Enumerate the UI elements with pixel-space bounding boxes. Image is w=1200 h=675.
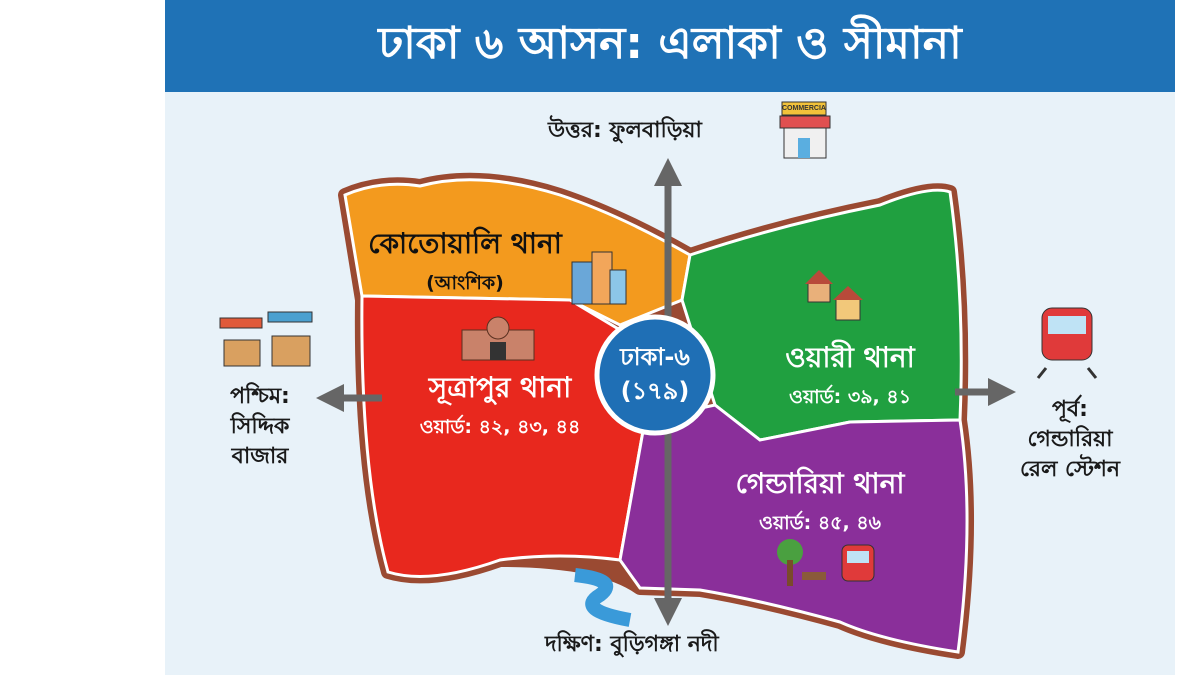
region-gendaria bbox=[618, 403, 969, 654]
boundary-north: উত্তর: ফুলবাড়িয়া bbox=[548, 118, 702, 143]
area-name: গেন্ডারিয়া থানা bbox=[735, 467, 905, 500]
boundary-east-line: পূর্ব: bbox=[1052, 397, 1088, 422]
area-note: (আংশিক) bbox=[426, 272, 504, 294]
region-sutrapur bbox=[360, 294, 647, 578]
shop-icon bbox=[779, 101, 831, 159]
area-wards: ওয়ার্ড: ৪২, ৪৩, ৪৪ bbox=[419, 416, 581, 438]
river-icon bbox=[574, 568, 632, 627]
shop-sign-text: COMMERCIAL bbox=[782, 105, 826, 112]
area-name: সূত্রাপুর থানা bbox=[428, 371, 572, 404]
park-train-icon bbox=[777, 539, 875, 586]
boundary-west: পশ্চিম: সিদ্দিক বাজার bbox=[205, 382, 315, 472]
center-name: ঢাকা-৬ bbox=[620, 343, 690, 371]
boundary-east: পূর্ব: গেন্ডারিয়া রেল স্টেশন bbox=[1000, 395, 1140, 485]
mosque-icon bbox=[461, 316, 535, 361]
center-badge bbox=[594, 314, 716, 436]
area-wards: ওয়ার্ড: ৩৯, ৪১ bbox=[788, 386, 912, 408]
boundary-west-line: বাজার bbox=[231, 444, 289, 469]
market-stall-icon bbox=[219, 311, 313, 367]
area-wards: ওয়ার্ড: ৪৫, ৪৬ bbox=[758, 512, 882, 534]
boundary-west-line: সিদ্দিক bbox=[230, 414, 290, 439]
area-gendaria: গেন্ডারিয়া থানা ওয়ার্ড: ৪৫, ৪৬ bbox=[705, 462, 935, 541]
area-kotwali: কোতোয়ালি থানা (আংশিক) bbox=[365, 222, 565, 301]
area-name: ওয়ারী থানা bbox=[785, 341, 915, 374]
center-label: ঢাকা-৬ (১৭৯) bbox=[597, 340, 713, 408]
area-sutrapur: সূত্রাপুর থানা ওয়ার্ড: ৪২, ৪৩, ৪৪ bbox=[400, 366, 600, 445]
buildings-icon bbox=[571, 251, 627, 305]
page-title: ঢাকা ৬ আসন: এলাকা ও সীমানা bbox=[378, 17, 962, 69]
boundary-east-line: গেন্ডারিয়া bbox=[1027, 427, 1113, 452]
houses-icon bbox=[805, 270, 863, 321]
area-wari: ওয়ারী থানা ওয়ার্ড: ৩৯, ৪১ bbox=[760, 336, 940, 415]
train-icon bbox=[1036, 307, 1098, 379]
boundary-west-line: পশ্চিম: bbox=[230, 384, 290, 409]
boundary-south: দক্ষিণ: বুড়িগঙ্গা নদী bbox=[545, 632, 719, 657]
area-name: কোতোয়ালি থানা bbox=[368, 227, 562, 260]
center-number: (১৭৯) bbox=[620, 377, 690, 405]
title-banner: ঢাকা ৬ আসন: এলাকা ও সীমানা bbox=[165, 0, 1175, 92]
boundary-east-line: রেল স্টেশন bbox=[1019, 457, 1121, 482]
region-wari bbox=[680, 188, 963, 442]
